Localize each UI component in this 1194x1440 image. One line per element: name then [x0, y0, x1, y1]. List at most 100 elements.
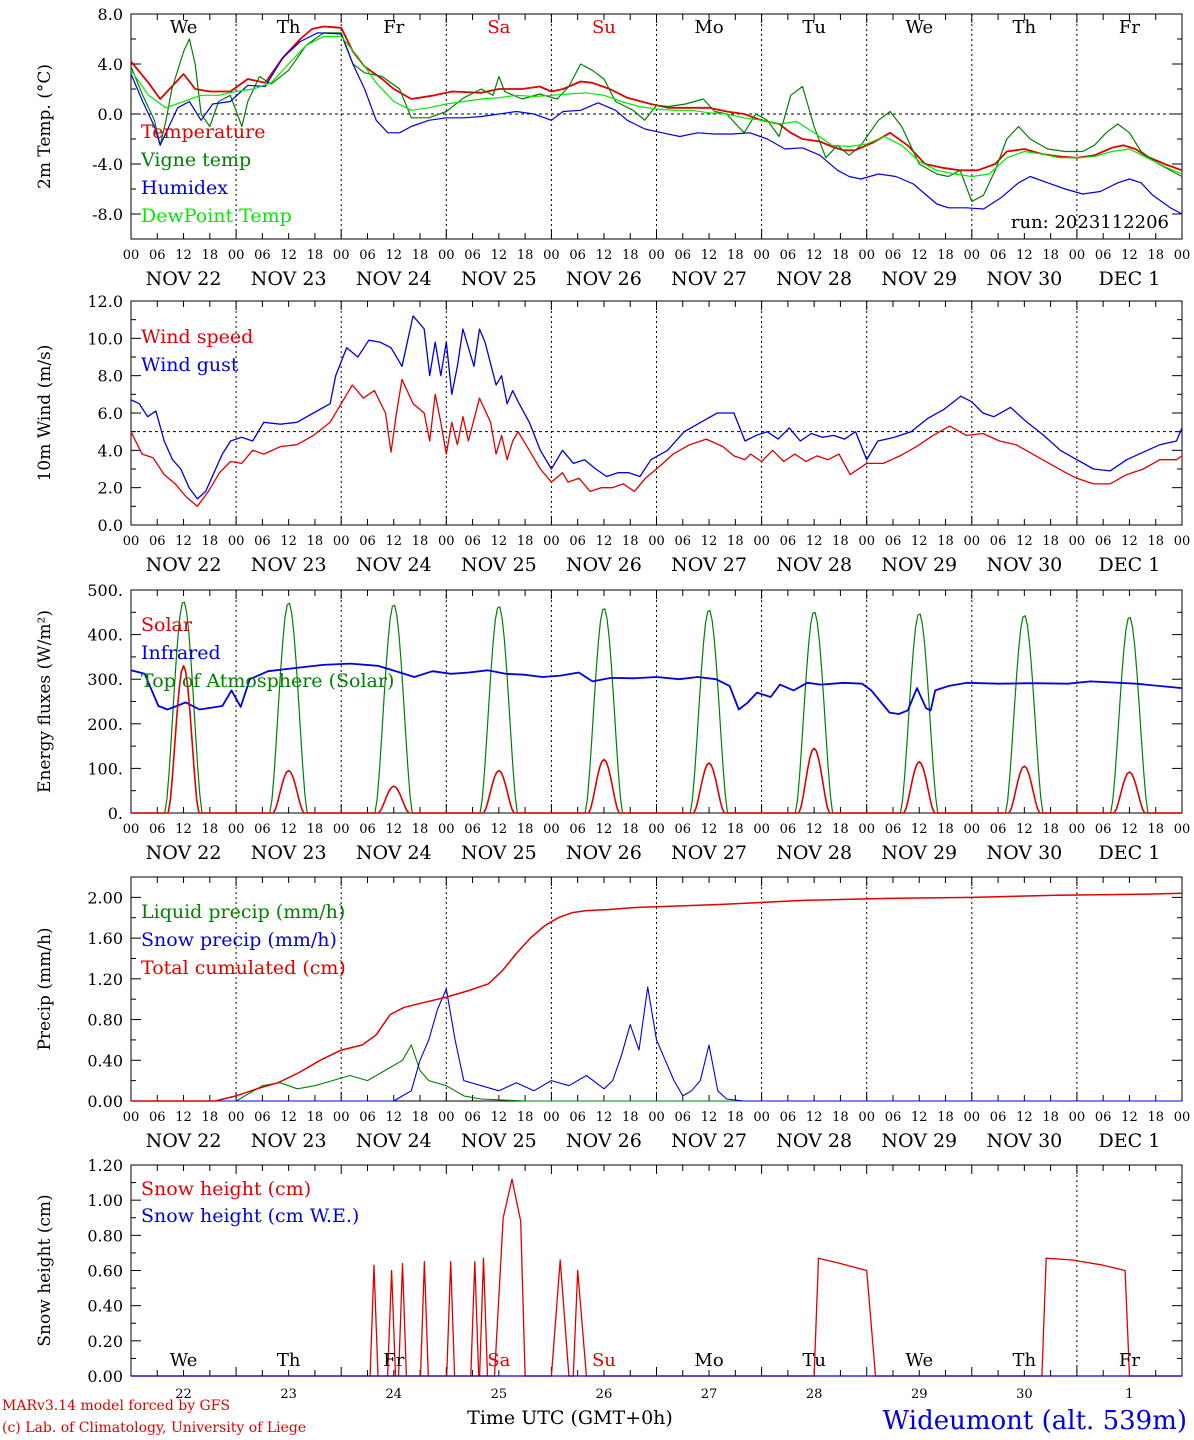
panel-2-legend-3: Top of Atmosphere (Solar) — [141, 670, 394, 692]
panel-3-hour-label: 18 — [832, 1110, 849, 1125]
panel-2-hour-label: 12 — [491, 822, 508, 837]
panel-2-hour-label: 18 — [1147, 822, 1164, 837]
panel-2-hour-label: 06 — [675, 822, 692, 837]
panel-2-hour-label: 18 — [517, 822, 534, 837]
panel-2-hour-label: 00 — [964, 822, 981, 837]
panel-3-date-label: DEC 1 — [1099, 1130, 1161, 1152]
panel-3-legend-1: Liquid precip (mm/h) — [141, 901, 345, 923]
panel-4-legend-1: Snow height (cm) — [141, 1178, 311, 1200]
panel-2-hour-label: 00 — [438, 822, 455, 837]
panel-0-ytick-label: 8.0 — [98, 5, 123, 24]
panel-4-ylabel: Snow height (cm) — [35, 1194, 55, 1346]
panel-1-hour-label: 00 — [648, 534, 665, 549]
panel-3-hour-label: 06 — [990, 1110, 1007, 1125]
snow-height-spike — [419, 1261, 429, 1377]
panel-3-hour-label: 06 — [675, 1110, 692, 1125]
panel-2-date-label: DEC 1 — [1099, 842, 1161, 864]
panel-0-date-label: NOV 30 — [986, 268, 1062, 290]
panel-0-hour-label: 00 — [648, 248, 665, 263]
panel-0-hour-label: 06 — [780, 248, 797, 263]
panel-3-hour-label: 12 — [1121, 1110, 1138, 1125]
panel-0-date-label: NOV 24 — [356, 268, 432, 290]
infrared-series — [130, 662, 1183, 715]
snow-height-spike — [369, 1264, 379, 1377]
panel-2-hour-label: 06 — [990, 822, 1007, 837]
panel-0-ytick-label: 4.0 — [98, 55, 123, 74]
panel-3-date-label: NOV 27 — [671, 1130, 747, 1152]
panel-1-hour-label: 00 — [543, 534, 560, 549]
weekday-label-top: Mo — [694, 17, 723, 38]
panel-0-hour-label: 12 — [1121, 248, 1138, 263]
panel-2-date-label: NOV 23 — [251, 842, 327, 864]
panel-2-hour-label: 12 — [911, 822, 928, 837]
panel-1-hour-label: 06 — [359, 534, 376, 549]
panel-0-hour-label: 18 — [1042, 248, 1059, 263]
panel-3-ytick-label: 1.60 — [87, 929, 123, 948]
temp-series-2 — [130, 32, 1183, 203]
panel-2-ytick-label: 400. — [87, 626, 123, 645]
panel-3-hour-label: 00 — [858, 1110, 875, 1125]
panel-2-hour-label: 18 — [727, 822, 744, 837]
panel-3-hour-label: 00 — [1174, 1110, 1191, 1125]
panel-1-ytick-label: 10.0 — [87, 329, 123, 348]
weekday-label-bottom: Th — [1013, 1350, 1037, 1371]
panel-3-hour-label: 12 — [911, 1110, 928, 1125]
day-number-label: 30 — [1016, 1387, 1033, 1402]
panel-2-hour-label: 06 — [1095, 822, 1112, 837]
day-number-label: 22 — [175, 1387, 192, 1402]
panel-1-hour-label: 00 — [1069, 534, 1086, 549]
panel-2-hour-label: 00 — [858, 822, 875, 837]
weekday-label-bottom: We — [170, 1350, 198, 1371]
panel-1-hour-label: 06 — [569, 534, 586, 549]
panel-3-ytick-label: 0.40 — [87, 1051, 123, 1070]
panel-2-hour-label: 12 — [596, 822, 613, 837]
weekday-label-bottom: Tu — [802, 1350, 826, 1371]
panel-3-hour-label: 18 — [727, 1110, 744, 1125]
panel-1-date-label: NOV 22 — [146, 554, 222, 576]
panel-2-hour-label: 18 — [832, 822, 849, 837]
panel-3-date-label: NOV 22 — [146, 1130, 222, 1152]
panel-1-hour-label: 18 — [307, 534, 324, 549]
panel-1-ytick-label: 8.0 — [98, 367, 123, 386]
snow-height-spike — [446, 1261, 456, 1377]
panel-0-hour-label: 00 — [858, 248, 875, 263]
panel-1-date-label: NOV 23 — [251, 554, 327, 576]
panel-2-date-label: NOV 24 — [356, 842, 432, 864]
panel-0-hour-label: 18 — [412, 248, 429, 263]
panel-1-hour-label: 18 — [727, 534, 744, 549]
panel-2-hour-label: 00 — [543, 822, 560, 837]
panel-1-date-label: NOV 30 — [986, 554, 1062, 576]
weekday-label-top: We — [905, 17, 933, 38]
panel-2-hour-label: 06 — [359, 822, 376, 837]
day-number-label: 25 — [491, 1387, 508, 1402]
panel-0-hour-label: 00 — [964, 248, 981, 263]
panel-1-legend-2: Wind gust — [141, 354, 239, 376]
panel-1-ytick-label: 2.0 — [98, 479, 123, 498]
panel-0-date-label: NOV 26 — [566, 268, 642, 290]
weekday-label-bottom: Sa — [487, 1350, 510, 1371]
snow-height-spike — [478, 1257, 489, 1377]
panel-0-hour-label: 06 — [149, 248, 166, 263]
weekday-label-top: Th — [277, 17, 301, 38]
panel-2-date-label: NOV 22 — [146, 842, 222, 864]
panel-3-hour-label: 00 — [438, 1110, 455, 1125]
panel-1-hour-label: 00 — [1174, 534, 1191, 549]
weekday-label-top: Sa — [487, 17, 510, 38]
panel-4-legend-2: Snow height (cm W.E.) — [141, 1205, 359, 1227]
panel-3-hour-label: 12 — [1016, 1110, 1033, 1125]
panel-2-ytick-label: 200. — [87, 715, 123, 734]
panel-0-hour-label: 18 — [832, 248, 849, 263]
panel-1-hour-label: 12 — [911, 534, 928, 549]
panel-3-ylabel: Precip (mm/h) — [35, 927, 55, 1050]
panel-2-hour-label: 18 — [307, 822, 324, 837]
panel-3-hour-label: 12 — [596, 1110, 613, 1125]
temp-series-4 — [130, 35, 1183, 178]
panel-1-hour-label: 00 — [753, 534, 770, 549]
day-number-label: 26 — [596, 1387, 613, 1402]
panel-2-hour-label: 06 — [149, 822, 166, 837]
panel-3-hour-label: 18 — [622, 1110, 639, 1125]
cumulated-precip-series — [131, 892, 1183, 1102]
panel-1-hour-label: 12 — [806, 534, 823, 549]
panel-1-date-label: NOV 25 — [461, 554, 537, 576]
panel-1-hour-label: 06 — [675, 534, 692, 549]
